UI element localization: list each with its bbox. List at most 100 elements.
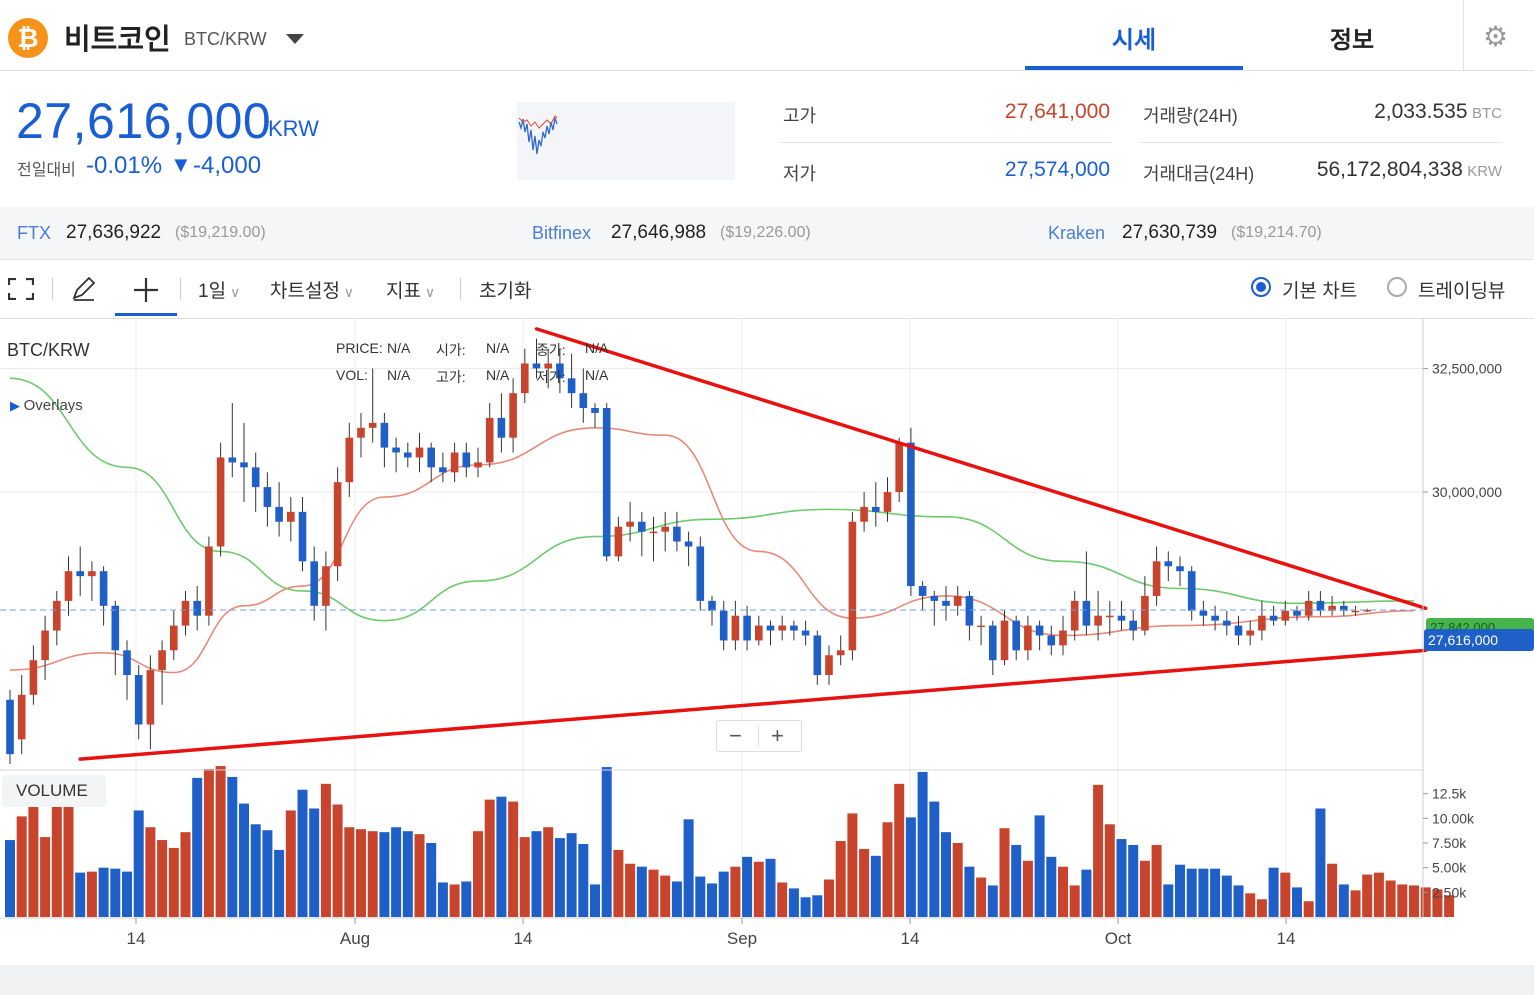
volume-bar xyxy=(1116,839,1127,917)
volume-series xyxy=(5,766,1455,917)
volume-label: 거래량(24H) xyxy=(1143,106,1238,126)
open-readout-label: 시가: xyxy=(436,342,466,358)
volume-bar xyxy=(812,895,823,917)
volume-bar xyxy=(285,810,296,917)
candle-body xyxy=(1000,620,1009,661)
header-bar xyxy=(0,0,1534,71)
price-tick-label: 32,500,000 xyxy=(1432,360,1502,376)
volume-bar xyxy=(660,875,671,917)
candle-body xyxy=(1234,625,1243,636)
interval-label: 1일 xyxy=(198,281,227,302)
exchange-name-kraken[interactable]: Kraken xyxy=(1048,223,1106,243)
gear-icon[interactable]: ⚙ xyxy=(1483,21,1509,52)
candle-body xyxy=(450,452,459,473)
crosshair-tool[interactable] xyxy=(115,262,177,316)
candle-body xyxy=(134,675,143,725)
candle-body xyxy=(942,600,950,606)
candle-body xyxy=(1199,610,1208,616)
volume-tick-label: 5.00k xyxy=(1432,860,1467,876)
candle-body xyxy=(439,467,447,473)
reset-button[interactable]: 초기화 xyxy=(479,281,532,302)
coin-pair[interactable]: BTC/KRW xyxy=(184,29,267,49)
candle-body xyxy=(1164,561,1173,567)
pencil-icon[interactable] xyxy=(70,276,98,302)
high-readout-value: N/A xyxy=(486,367,510,383)
candle-body xyxy=(579,393,588,409)
candle-body xyxy=(766,625,775,631)
zoom-in-button[interactable]: + xyxy=(771,723,784,748)
volume-bar xyxy=(473,831,483,917)
volume-bar xyxy=(309,808,320,917)
radio-basic-chart[interactable] xyxy=(1251,277,1271,297)
volume-title: VOLUME xyxy=(16,781,88,800)
chevron-down-icon[interactable] xyxy=(286,34,304,44)
candle-body xyxy=(848,521,857,651)
volume-bar xyxy=(1022,860,1033,917)
volume-bar xyxy=(917,771,928,917)
divider xyxy=(780,142,1112,143)
candle-body xyxy=(64,571,73,601)
volume-bar xyxy=(1081,869,1092,917)
volume-bar xyxy=(1046,856,1057,917)
volume-bar xyxy=(1315,808,1326,917)
volume-bar xyxy=(297,789,308,917)
basic-chart-label[interactable]: 기본 차트 xyxy=(1282,281,1358,302)
candle-body xyxy=(684,541,693,547)
change-label: 전일대비 xyxy=(17,162,76,179)
volume-bar xyxy=(847,813,858,917)
interval-dropdown[interactable]: 1일 ∨ xyxy=(198,276,240,303)
chart-settings-dropdown[interactable]: 차트설정 ∨ xyxy=(270,276,354,303)
candle-body xyxy=(1223,620,1231,626)
divider xyxy=(1463,0,1464,70)
candle-body xyxy=(146,670,155,725)
volume-tick-label: 7.50k xyxy=(1432,835,1467,851)
volume-bar xyxy=(695,876,706,917)
chart-axes: 32,500,000 30,000,000 12.5k 10.00k 7.50k 5.00… xyxy=(0,319,1502,948)
price-chart[interactable]: 32,500,000 30,000,000 12.5k 10.00k 7.50k 5.00… xyxy=(0,319,1534,965)
amount-label: 거래대금(24H) xyxy=(1143,164,1255,184)
candle-body xyxy=(743,615,751,641)
candle-body xyxy=(216,457,225,547)
candle-body xyxy=(1269,615,1278,621)
volume-bar xyxy=(1303,901,1314,917)
candle-body xyxy=(1141,595,1149,631)
candle-body xyxy=(392,447,400,453)
volume-bar xyxy=(1175,864,1185,917)
volume-bar xyxy=(613,849,624,917)
divider xyxy=(460,278,461,300)
volume-bar xyxy=(16,816,27,917)
candle-body xyxy=(918,586,927,596)
candle-body xyxy=(357,427,365,438)
candle-body xyxy=(907,442,915,587)
exchange-name-bitfinex[interactable]: Bitfinex xyxy=(532,223,592,243)
candle-body xyxy=(708,600,716,611)
volume-bar xyxy=(964,866,975,917)
candle-body xyxy=(462,452,471,468)
volume-bar xyxy=(122,871,132,917)
volume-bar xyxy=(1069,885,1080,917)
volume-bar xyxy=(1292,887,1302,917)
volume-bar xyxy=(999,828,1010,917)
indicators-dropdown[interactable]: 지표 ∨ xyxy=(386,276,435,303)
exchange-name-ftx[interactable]: FTX xyxy=(17,223,51,243)
chart-toolbar xyxy=(0,260,1534,319)
tab-price[interactable]: 시세 xyxy=(1111,27,1157,54)
overlays-toggle[interactable]: ▶ Overlays xyxy=(10,397,83,414)
candle-body xyxy=(404,452,412,458)
radio-tradingview[interactable] xyxy=(1387,277,1407,297)
volume-bar xyxy=(870,855,881,917)
tradingview-label[interactable]: 트레이딩뷰 xyxy=(1418,281,1506,302)
candle-body xyxy=(614,526,623,557)
volume-bar xyxy=(1256,899,1267,917)
volume-bar xyxy=(1151,844,1162,917)
zoom-out-button[interactable]: − xyxy=(729,723,742,748)
volume-bar xyxy=(508,801,519,917)
coin-name[interactable]: 비트코인 xyxy=(64,24,171,56)
candle-body xyxy=(53,600,61,631)
current-price-tag: 27,616,000 xyxy=(1424,629,1534,651)
candle-body xyxy=(1047,635,1056,646)
tab-info[interactable]: 정보 xyxy=(1329,27,1375,54)
fullscreen-icon[interactable] xyxy=(7,277,35,301)
open-readout-value: N/A xyxy=(486,340,510,356)
volume-24h: 2,033.535 BTC xyxy=(1300,100,1502,124)
